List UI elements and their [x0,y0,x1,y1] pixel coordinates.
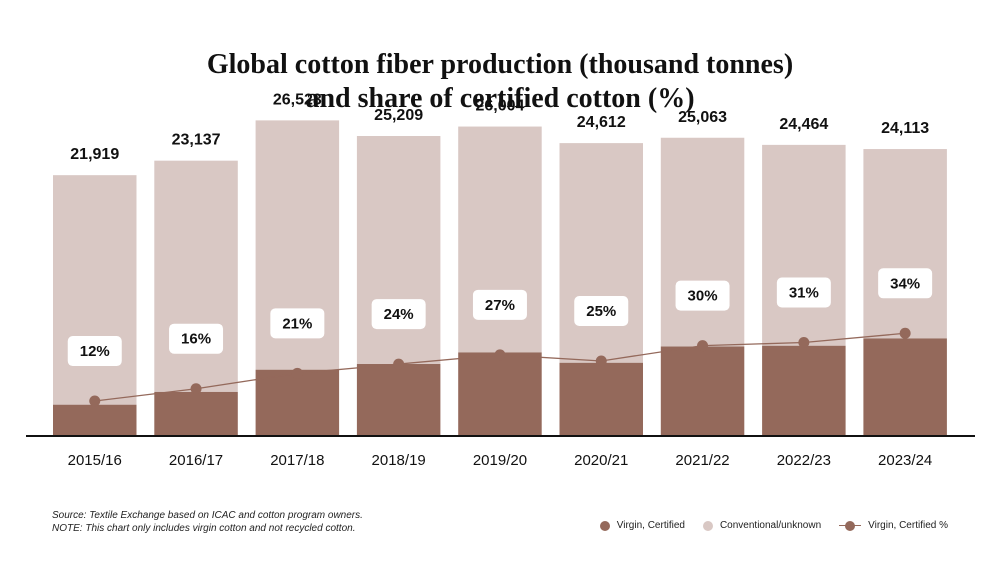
bar-certified [255,369,340,436]
total-label: 25,209 [374,107,423,124]
percent-point [595,355,607,367]
bar-conventional [53,175,137,405]
bar-certified [863,338,947,436]
bar-certified [53,404,137,436]
bar-conventional [356,136,441,365]
percent-label-box [472,289,527,320]
bar-certified [154,391,238,436]
percent-label: 21% [282,315,312,332]
x-tick-label: 2022/23 [777,452,831,469]
x-tick-label: 2015/16 [68,452,122,469]
bar-certified [356,364,441,436]
legend: Virgin, Certified Conventional/unknown V… [599,520,948,531]
total-label: 21,919 [70,146,119,163]
percent-point [697,340,709,352]
x-tick-label: 2023/24 [878,452,932,469]
bar-certified [660,346,745,436]
percent-label: 30% [688,288,718,305]
bar-conventional [863,149,947,339]
percent-label-box [878,268,933,299]
percent-label-box [371,299,426,330]
source-text: Source: Textile Exchange based on ICAC a… [52,510,363,521]
bar-certified [559,362,643,436]
percent-label: 25% [586,303,616,320]
percent-label-box [169,323,224,354]
total-label: 23,137 [172,132,221,149]
legend-label-certified: Virgin, Certified [616,520,685,531]
x-tick-label: 2021/22 [675,452,729,469]
x-tick-label: 2018/19 [372,452,426,469]
total-label: 24,113 [881,120,929,137]
note-text: NOTE: This chart only includes virgin co… [52,523,356,534]
percent-point [393,358,405,370]
total-label: 24,464 [779,116,828,133]
bar-conventional [154,160,238,392]
bar-conventional [660,137,745,347]
bar-certified [458,352,542,436]
legend-item-percent: Virgin, Certified % [839,520,948,531]
legend-swatch-percent [839,520,862,531]
legend-swatch-conventional [702,520,713,531]
percent-label-box [67,336,122,367]
x-tick-label: 2016/17 [169,452,223,469]
chart-title: Global cotton fiber production (thousand… [0,48,1000,116]
x-tick-label: 2017/18 [270,452,324,469]
percent-point [798,337,810,349]
legend-item-certified: Virgin, Certified [599,520,685,531]
legend-label-percent: Virgin, Certified % [868,520,948,531]
percent-label-box [776,277,831,308]
percent-label-box [675,280,730,311]
percent-label: 24% [384,306,414,323]
percent-label: 16% [181,331,211,348]
percent-label: 12% [80,343,110,360]
total-label: 25,063 [678,109,727,126]
percent-point [89,395,101,407]
percent-label: 34% [890,275,920,292]
percent-label: 31% [789,285,819,302]
bar-conventional [559,143,643,363]
total-label: 26,004 [475,98,524,115]
percent-point [291,367,303,379]
percent-point [494,349,506,361]
chart-title-line-2: and share of certified cotton (%) [305,83,695,114]
percent-label-box [270,308,325,339]
total-label: 24,612 [577,114,626,131]
legend-swatch-certified [599,520,610,531]
percent-point [190,383,202,395]
legend-label-conventional: Conventional/unknown [719,520,822,531]
chart-title-line-1: Global cotton fiber production (thousand… [206,49,794,80]
x-tick-label: 2019/20 [473,452,527,469]
bar-certified [762,345,846,436]
percent-label: 27% [485,297,515,314]
bar-conventional [762,144,846,346]
total-label: 26,523 [273,91,322,108]
percent-label-box [574,296,629,326]
percent-point [899,327,911,339]
legend-item-conventional: Conventional/unknown [702,520,822,531]
source-notes: Source: Textile Exchange based on ICAC a… [52,509,363,535]
x-tick-label: 2020/21 [574,452,628,469]
